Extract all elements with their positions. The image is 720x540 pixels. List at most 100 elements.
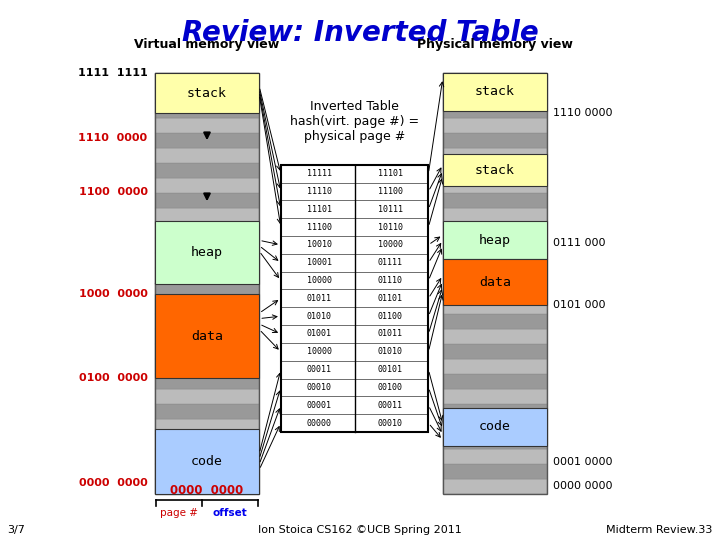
Bar: [443, 284, 547, 299]
Text: stack: stack: [187, 86, 227, 100]
Text: 11100: 11100: [377, 187, 402, 196]
Text: Review: Inverted Table: Review: Inverted Table: [181, 19, 539, 47]
Bar: [443, 329, 547, 343]
Bar: [155, 88, 259, 103]
Text: 00000: 00000: [307, 418, 332, 428]
Bar: [443, 479, 547, 494]
Text: 1000  0000: 1000 0000: [78, 289, 148, 299]
Bar: [155, 314, 259, 329]
Text: 10000: 10000: [377, 240, 402, 249]
Bar: [155, 73, 259, 494]
Text: 11101: 11101: [307, 205, 332, 214]
Bar: [155, 359, 259, 374]
Text: heap: heap: [479, 234, 511, 247]
Bar: [443, 404, 547, 419]
Bar: [443, 389, 547, 404]
Bar: [443, 103, 547, 118]
Text: 0000  0000: 0000 0000: [79, 478, 148, 488]
Bar: [443, 73, 547, 88]
Bar: [443, 178, 547, 193]
Bar: [155, 464, 259, 479]
Bar: [443, 73, 547, 494]
Text: 0111 000: 0111 000: [553, 238, 606, 248]
Bar: [443, 224, 547, 238]
Bar: [443, 163, 547, 178]
Text: 00001: 00001: [307, 401, 332, 410]
Bar: [443, 88, 547, 103]
Text: 01101: 01101: [377, 294, 402, 303]
Text: heap: heap: [191, 246, 223, 259]
Bar: [155, 429, 259, 494]
Text: 00101: 00101: [377, 365, 402, 374]
Text: 10010: 10010: [307, 240, 332, 249]
Text: 01111: 01111: [377, 258, 402, 267]
Text: stack: stack: [475, 164, 515, 177]
Text: 0000 0000: 0000 0000: [553, 481, 613, 491]
Bar: [443, 408, 547, 445]
Bar: [155, 238, 259, 253]
Text: 0101 000: 0101 000: [553, 300, 606, 310]
Bar: [155, 329, 259, 343]
Text: code: code: [191, 455, 223, 468]
Bar: [443, 419, 547, 434]
Text: Inverted Table
hash(virt. page #) =
physical page #: Inverted Table hash(virt. page #) = phys…: [289, 100, 419, 143]
Text: 11101: 11101: [377, 169, 402, 178]
Bar: [443, 259, 547, 305]
Text: 00011: 00011: [377, 401, 402, 410]
Bar: [155, 299, 259, 314]
Bar: [155, 208, 259, 224]
Bar: [155, 163, 259, 178]
Bar: [155, 404, 259, 419]
Text: 0000  0000: 0000 0000: [171, 484, 243, 497]
Bar: [155, 419, 259, 434]
Bar: [155, 73, 259, 113]
Bar: [155, 178, 259, 193]
Bar: [443, 148, 547, 163]
Text: 11110: 11110: [307, 187, 332, 196]
Text: Physical memory view: Physical memory view: [417, 38, 573, 51]
Bar: [443, 221, 547, 259]
Bar: [155, 479, 259, 494]
Bar: [155, 224, 259, 238]
Bar: [443, 253, 547, 268]
Bar: [155, 284, 259, 299]
Text: 00010: 00010: [307, 383, 332, 392]
Bar: [155, 103, 259, 118]
Bar: [443, 374, 547, 389]
Bar: [155, 268, 259, 284]
Text: 10001: 10001: [307, 258, 332, 267]
Bar: [443, 299, 547, 314]
Bar: [155, 434, 259, 449]
Bar: [443, 314, 547, 329]
Text: 01010: 01010: [307, 312, 332, 321]
Text: 00010: 00010: [377, 418, 402, 428]
Bar: [443, 118, 547, 133]
Text: 1110  0000: 1110 0000: [78, 133, 148, 143]
Bar: [155, 193, 259, 208]
Text: 01010: 01010: [377, 347, 402, 356]
Bar: [443, 449, 547, 464]
Bar: [443, 133, 547, 148]
Bar: [443, 73, 547, 111]
Bar: [155, 294, 259, 378]
Bar: [443, 343, 547, 359]
Text: 1111  1111: 1111 1111: [78, 68, 148, 78]
Text: 1110 0000: 1110 0000: [553, 109, 613, 118]
Text: offset: offset: [212, 508, 247, 518]
Text: 00011: 00011: [307, 365, 332, 374]
Text: 01011: 01011: [377, 329, 402, 339]
Text: data: data: [479, 275, 511, 289]
Text: 01100: 01100: [377, 312, 402, 321]
Text: 10110: 10110: [377, 222, 402, 232]
Text: 01110: 01110: [377, 276, 402, 285]
Bar: [281, 165, 428, 432]
Text: page #: page #: [160, 508, 198, 518]
Bar: [155, 133, 259, 148]
Text: 01001: 01001: [307, 329, 332, 339]
Bar: [443, 193, 547, 208]
Text: data: data: [191, 329, 223, 343]
Text: 10111: 10111: [377, 205, 402, 214]
Bar: [443, 208, 547, 224]
Bar: [155, 253, 259, 268]
Bar: [155, 73, 259, 88]
